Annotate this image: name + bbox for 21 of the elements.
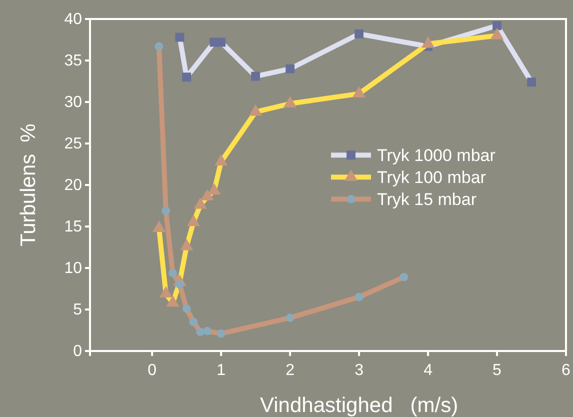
- x-tick-label: 5: [492, 362, 502, 379]
- x-tick-label: 0: [148, 362, 157, 379]
- x-tick-label: 3: [354, 362, 364, 379]
- y-tick-label: 0: [73, 343, 82, 360]
- y-tick-label: 40: [64, 11, 82, 28]
- y-tick-label: 10: [64, 260, 82, 278]
- y-tick-label: 35: [64, 52, 82, 70]
- x-axis-title: Vindhastighed (m/s): [260, 394, 458, 417]
- x-tick-label: 6: [562, 362, 571, 379]
- y-tick-label: 15: [64, 218, 82, 236]
- x-tick-label: 1: [216, 362, 226, 379]
- x-tick-label: 2: [286, 362, 295, 379]
- y-tick-label: 5: [73, 302, 82, 319]
- legend-label: Tryk 100 mbar: [377, 168, 486, 188]
- legend-label: Tryk 15 mbar: [377, 190, 477, 210]
- y-tick-label: 25: [64, 136, 82, 153]
- y-axis-title: Turbulens %: [17, 124, 40, 246]
- x-tick-label: 4: [424, 362, 433, 379]
- y-tick-label: 30: [64, 94, 82, 112]
- legend-label: Tryk 1000 mbar: [377, 146, 496, 166]
- y-tick-label: 20: [64, 177, 82, 194]
